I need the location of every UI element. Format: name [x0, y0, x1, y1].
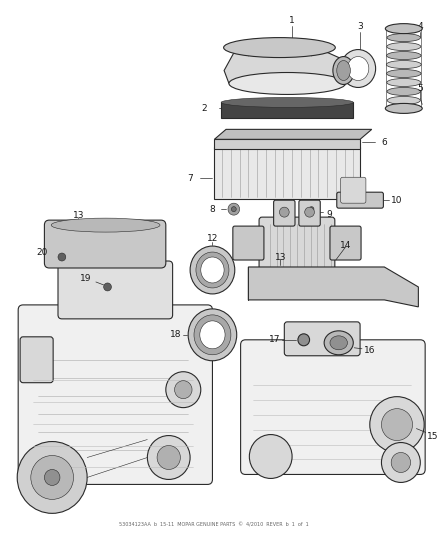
Circle shape	[175, 381, 192, 399]
Circle shape	[391, 453, 410, 472]
FancyBboxPatch shape	[299, 200, 320, 226]
Circle shape	[231, 207, 236, 212]
Circle shape	[249, 434, 292, 479]
Circle shape	[381, 442, 420, 482]
Ellipse shape	[200, 321, 225, 349]
Ellipse shape	[190, 246, 235, 294]
FancyBboxPatch shape	[20, 337, 53, 383]
Circle shape	[157, 446, 180, 470]
Ellipse shape	[333, 56, 354, 84]
Circle shape	[17, 441, 87, 513]
Ellipse shape	[387, 43, 421, 51]
Ellipse shape	[341, 50, 376, 87]
Ellipse shape	[330, 336, 347, 350]
Ellipse shape	[387, 52, 421, 60]
Text: 12: 12	[207, 233, 218, 243]
Text: 53034123AA  b  15-11  MOPAR GENUINE PARTS  ©  4/2010  REVER  b  1  of  1: 53034123AA b 15-11 MOPAR GENUINE PARTS ©…	[119, 522, 308, 527]
FancyBboxPatch shape	[233, 226, 264, 260]
Ellipse shape	[337, 61, 350, 80]
Text: 1: 1	[289, 16, 295, 25]
Circle shape	[370, 397, 424, 453]
FancyBboxPatch shape	[214, 139, 360, 149]
Ellipse shape	[224, 38, 336, 58]
Text: 2: 2	[202, 104, 208, 113]
FancyBboxPatch shape	[284, 322, 360, 356]
Text: 16: 16	[364, 346, 375, 356]
Ellipse shape	[385, 103, 422, 114]
FancyBboxPatch shape	[214, 147, 360, 199]
Text: 13: 13	[73, 211, 84, 220]
FancyBboxPatch shape	[337, 192, 383, 208]
FancyBboxPatch shape	[58, 261, 173, 319]
FancyBboxPatch shape	[18, 305, 212, 484]
Text: 14: 14	[340, 240, 351, 249]
Text: 9: 9	[326, 209, 332, 219]
Ellipse shape	[221, 98, 353, 108]
FancyBboxPatch shape	[259, 217, 335, 275]
Circle shape	[104, 283, 111, 291]
Ellipse shape	[188, 309, 237, 361]
Circle shape	[228, 203, 240, 215]
Ellipse shape	[386, 61, 421, 69]
Text: 7: 7	[187, 174, 193, 183]
Ellipse shape	[196, 252, 229, 288]
Ellipse shape	[194, 315, 231, 355]
Text: 10: 10	[391, 196, 403, 205]
Ellipse shape	[385, 23, 422, 34]
Ellipse shape	[387, 78, 421, 86]
FancyBboxPatch shape	[221, 102, 353, 118]
Ellipse shape	[51, 218, 160, 232]
Ellipse shape	[201, 257, 224, 283]
Polygon shape	[214, 130, 372, 139]
Text: 6: 6	[381, 138, 387, 147]
Text: 18: 18	[170, 330, 181, 340]
Ellipse shape	[229, 72, 346, 94]
Circle shape	[309, 207, 314, 212]
Ellipse shape	[387, 87, 420, 95]
Circle shape	[381, 409, 413, 441]
FancyBboxPatch shape	[341, 177, 366, 203]
Circle shape	[166, 372, 201, 408]
Ellipse shape	[387, 34, 420, 42]
Circle shape	[31, 456, 74, 499]
Circle shape	[306, 203, 318, 215]
Text: 15: 15	[427, 432, 438, 441]
Text: 4: 4	[417, 22, 423, 31]
Circle shape	[305, 207, 314, 217]
FancyBboxPatch shape	[240, 340, 425, 474]
FancyBboxPatch shape	[44, 220, 166, 268]
Circle shape	[44, 470, 60, 486]
Ellipse shape	[387, 96, 420, 104]
Circle shape	[290, 275, 304, 289]
Ellipse shape	[324, 331, 353, 355]
FancyBboxPatch shape	[330, 226, 361, 260]
Text: 11: 11	[305, 284, 316, 293]
Text: 8: 8	[209, 205, 215, 214]
Polygon shape	[248, 267, 418, 307]
Text: 5: 5	[417, 84, 423, 93]
Circle shape	[279, 207, 289, 217]
FancyBboxPatch shape	[274, 200, 295, 226]
Ellipse shape	[387, 25, 420, 33]
Circle shape	[58, 253, 66, 261]
Ellipse shape	[387, 69, 421, 77]
Text: 17: 17	[269, 335, 280, 344]
Polygon shape	[224, 47, 346, 84]
Circle shape	[147, 435, 190, 480]
Text: 19: 19	[81, 274, 92, 284]
Text: 20: 20	[37, 247, 48, 256]
Text: 3: 3	[357, 22, 363, 31]
Ellipse shape	[347, 56, 369, 80]
Circle shape	[298, 334, 310, 346]
Text: 13: 13	[275, 253, 286, 262]
